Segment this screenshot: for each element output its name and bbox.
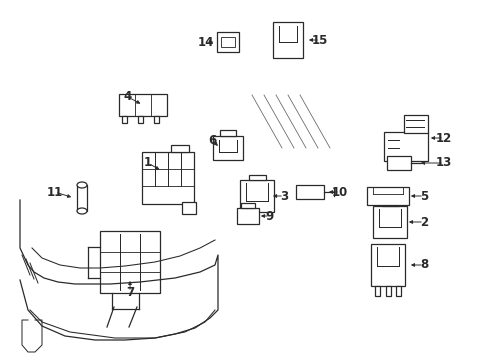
- Text: 13: 13: [435, 157, 451, 170]
- Text: 9: 9: [265, 210, 274, 222]
- Text: 15: 15: [311, 33, 327, 46]
- Text: 1: 1: [143, 157, 152, 170]
- Bar: [138, 116, 143, 123]
- Text: 8: 8: [419, 258, 427, 271]
- Bar: [385, 286, 390, 296]
- Text: 12: 12: [435, 131, 451, 144]
- Bar: [241, 203, 254, 208]
- Bar: [381, 201, 398, 206]
- Bar: [237, 208, 259, 224]
- Bar: [154, 116, 159, 123]
- Text: 10: 10: [331, 185, 347, 198]
- Text: 2: 2: [419, 216, 427, 229]
- Bar: [77, 185, 87, 211]
- Bar: [221, 37, 234, 47]
- Bar: [370, 244, 404, 286]
- Bar: [248, 175, 265, 180]
- Ellipse shape: [77, 208, 87, 214]
- Bar: [100, 231, 160, 293]
- Text: 4: 4: [123, 90, 132, 104]
- Bar: [217, 32, 239, 52]
- Bar: [219, 130, 236, 136]
- Text: 14: 14: [198, 36, 214, 49]
- Text: 7: 7: [126, 285, 134, 298]
- Bar: [142, 152, 194, 204]
- Bar: [240, 180, 273, 212]
- Bar: [272, 22, 303, 58]
- Text: 11: 11: [47, 185, 63, 198]
- Text: 3: 3: [279, 189, 287, 202]
- Bar: [295, 185, 324, 199]
- Bar: [119, 94, 167, 116]
- Bar: [386, 156, 410, 170]
- Bar: [374, 286, 380, 296]
- Bar: [213, 136, 243, 160]
- Text: 6: 6: [207, 134, 216, 147]
- Text: 5: 5: [419, 189, 427, 202]
- Bar: [170, 145, 188, 152]
- Bar: [383, 132, 427, 161]
- Bar: [182, 202, 196, 214]
- Bar: [372, 206, 406, 238]
- Ellipse shape: [77, 182, 87, 188]
- Bar: [366, 187, 408, 205]
- Bar: [403, 115, 427, 134]
- Bar: [122, 116, 127, 123]
- Bar: [395, 286, 400, 296]
